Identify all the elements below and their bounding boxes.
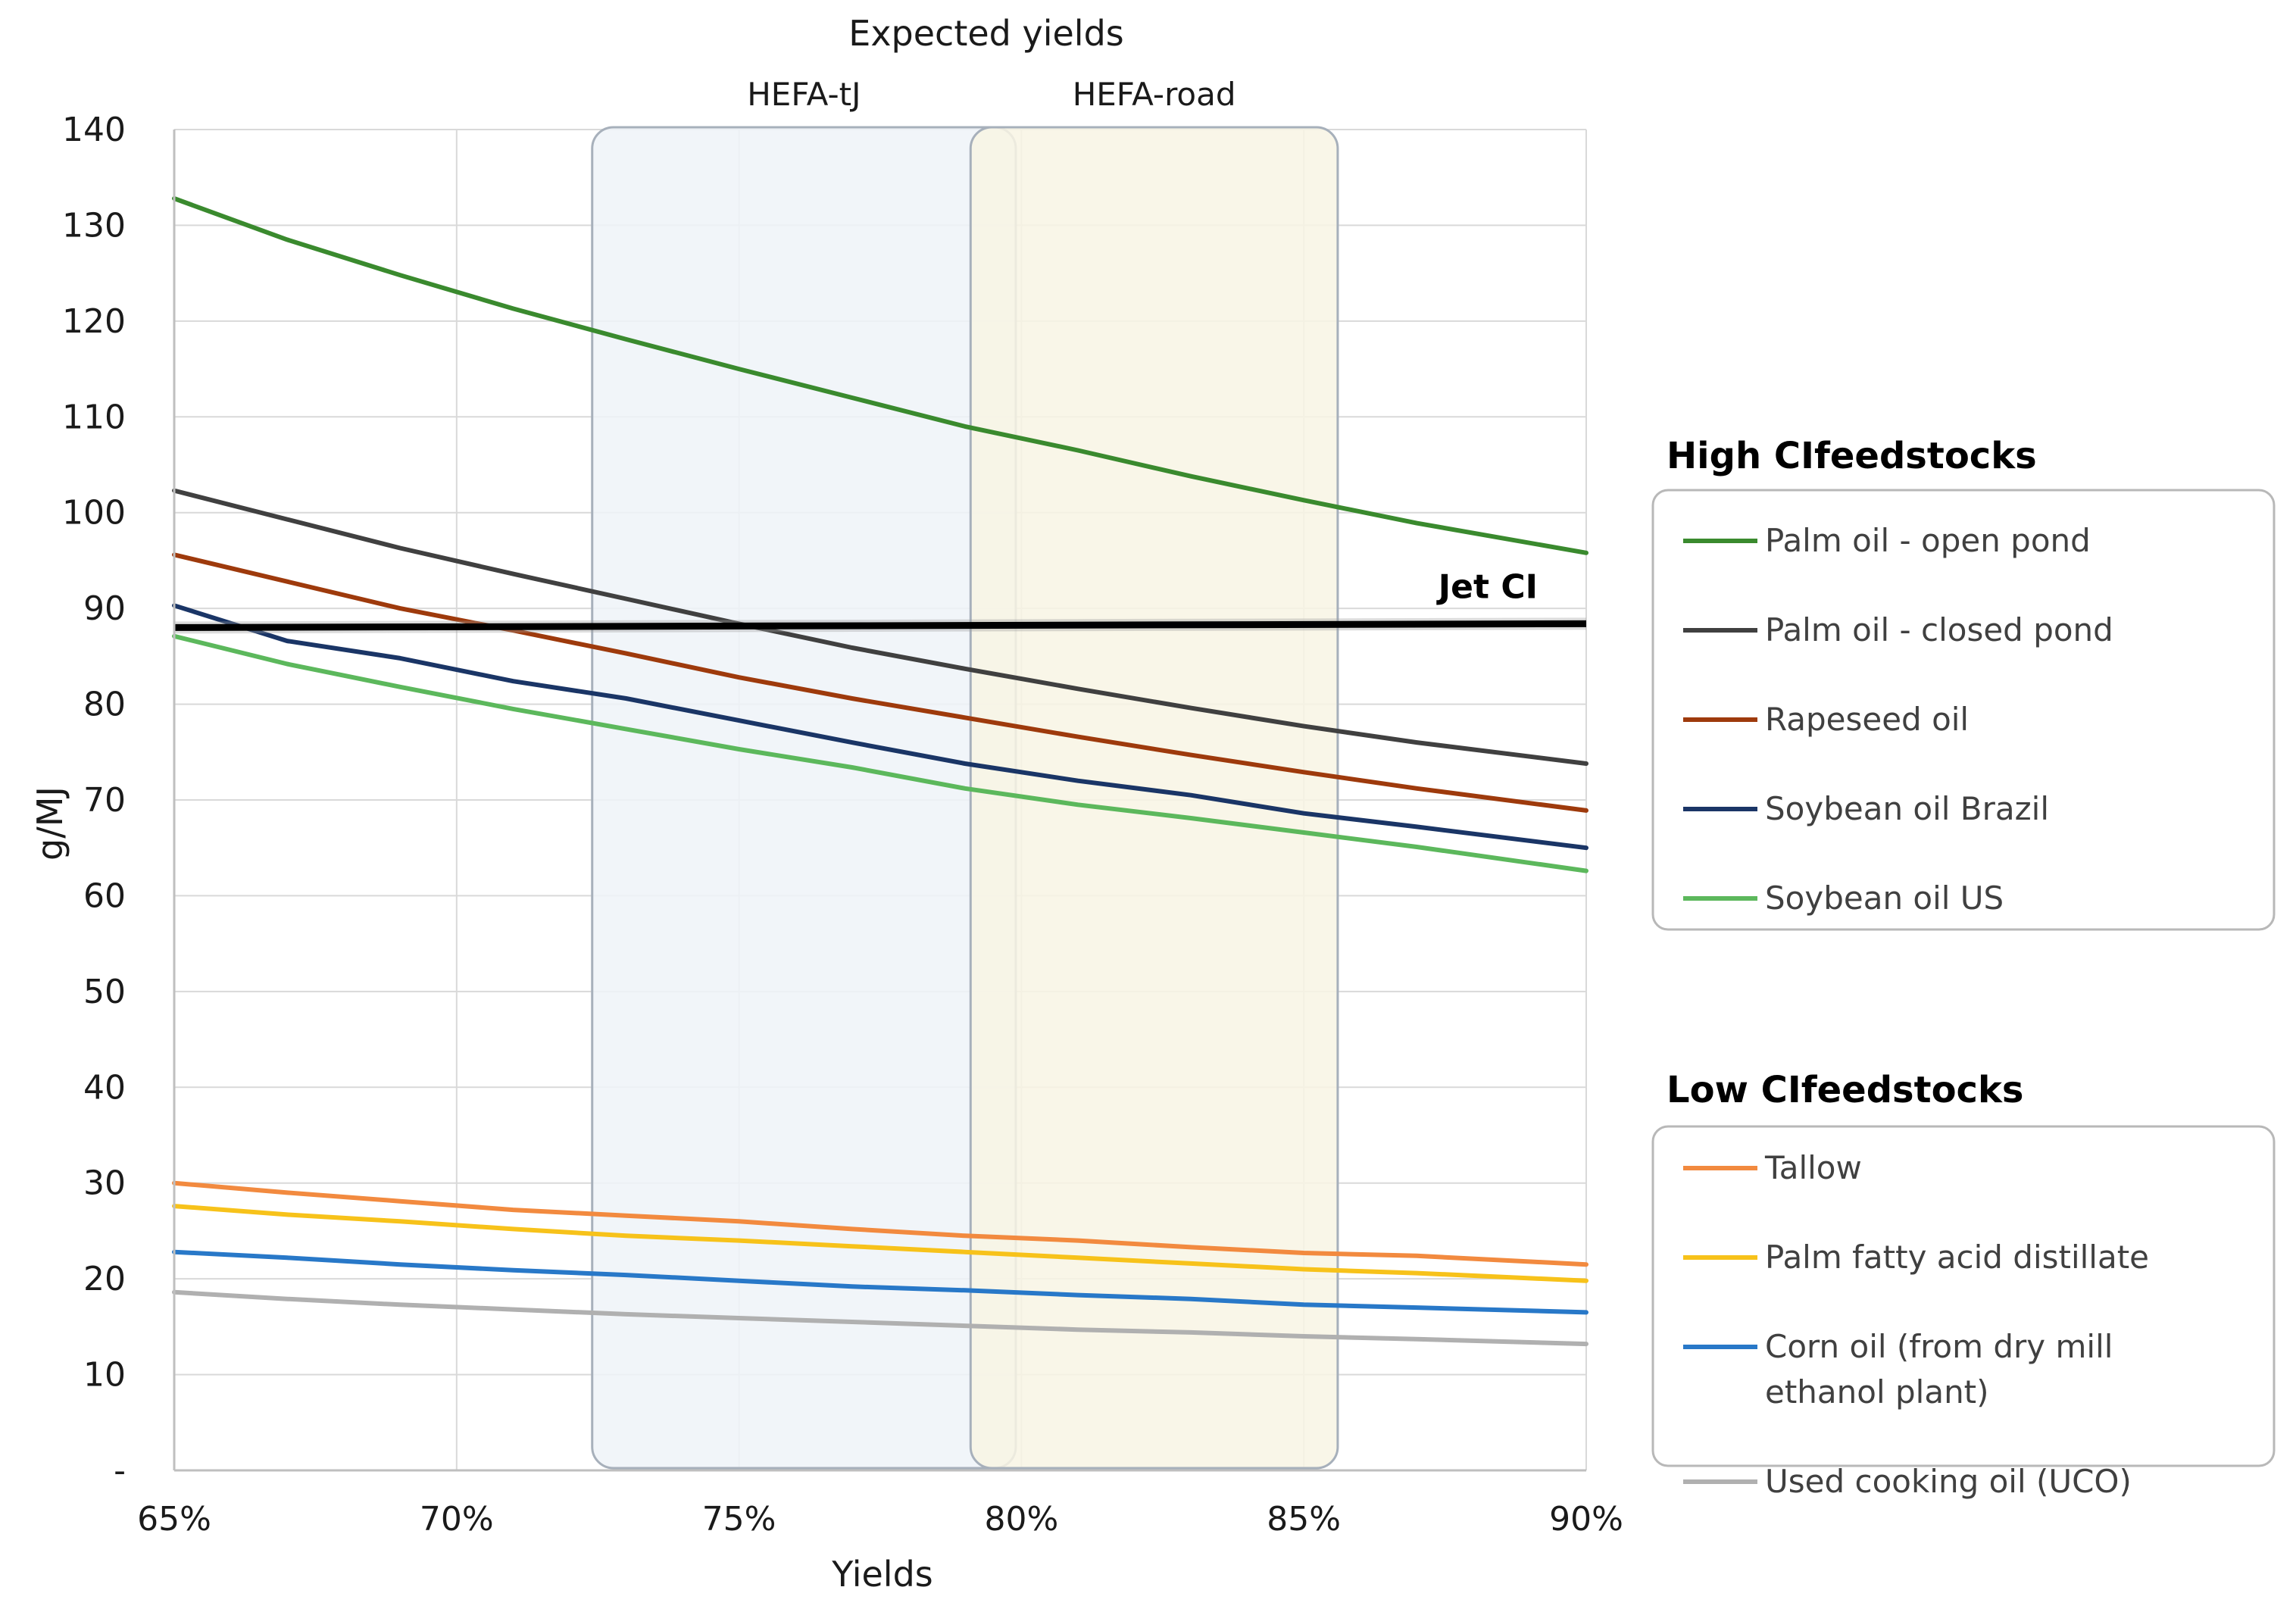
y-tick-label: 80 [83,686,126,724]
x-axis-title: Yields [831,1554,933,1595]
legend-label-palm-oil-closed-pond: Palm oil - closed pond [1765,611,2113,648]
y-tick-label: 10 [83,1356,126,1395]
legend-label-tallow: Tallow [1764,1149,1862,1186]
y-tick-label: 50 [83,973,126,1011]
series-line-palm-oil-open-pond [172,196,1588,555]
legend-label-used-cooking-oil-uco: Used cooking oil (UCO) [1765,1463,2132,1500]
y-tick-label: 70 [83,781,126,820]
y-tick-label: 40 [83,1068,126,1107]
series-line-tallow [172,1180,1588,1267]
series-line-used-cooking-oil-uco [172,1289,1588,1347]
x-tick-label: 70% [420,1500,494,1539]
legends: High CIfeedstocks Palm oil - open pond Pal… [1651,435,2276,1500]
reference-line-label: Jet CI [1436,567,1538,606]
region-label-hefa-tj: HEFA-tJ [747,76,861,113]
legend-box [1651,489,2276,931]
y-tick-label: 30 [83,1164,126,1203]
legend-label-palm-fatty-acid-distillate: Palm fatty acid distillate [1765,1239,2149,1276]
region-hefa-tj [591,126,1017,1470]
region-hefa-road [969,126,1339,1470]
axes: - 10 20 30 40 50 60 70 80 90 100 110 120 130 140 65% 70%… [62,111,1623,1539]
series-line-soybean-oil-brazil [172,603,1588,851]
legend-label-corn-oil-from-dry-mill-ethanol-plant: Corn oil (from dry mill ethanol plant) [1765,1328,2113,1411]
chart-title: Expected yields [848,13,1124,54]
y-tick-label: 130 [62,206,126,245]
x-tick-label: 75% [702,1500,776,1539]
legend-label-rapeseed-oil: Rapeseed oil [1765,701,1969,738]
y-tick-label: 20 [83,1260,126,1298]
legend-high: High CIfeedstocks Palm oil - open pond Pal… [1651,435,2276,931]
y-tick-label: 90 [83,589,126,628]
reference-line-jet-ci [173,620,1587,631]
y-tick-label: 100 [62,494,126,533]
region-label-hefa-road: HEFA-road [1073,76,1236,113]
legend-low: Low CIfeedstocks Tallow Palm fatty acid di… [1651,1069,2276,1500]
series-line-palm-fatty-acid-distillate [172,1204,1588,1283]
legend-box [1651,1125,2276,1467]
shaded-regions: HEFA-tJ HEFA-road [591,76,1339,1470]
reference-line: Jet CI [173,567,1587,634]
series-lines [172,196,1588,1347]
y-tick-label: 140 [62,111,126,149]
legend-label-soybean-oil-us: Soybean oil US [1765,879,2004,917]
legend-label-soybean-oil-brazil: Soybean oil Brazil [1765,790,2049,827]
series-line-palm-oil-closed-pond [172,488,1588,766]
y-tick-label: 120 [62,302,126,341]
x-tick-label: 65% [137,1500,211,1539]
y-axis-title: g/MJ [30,786,70,861]
y-tick-label: 60 [83,876,126,915]
y-tick-label: - [114,1451,126,1490]
legend-label-palm-oil-open-pond: Palm oil - open pond [1765,522,2091,559]
y-tick-label: 110 [62,398,126,436]
legend-title: High CIfeedstocks [1667,435,2037,477]
series-line-soybean-oil-us [172,633,1588,873]
series-line-rapeseed-oil [172,552,1588,813]
x-tick-label: 90% [1549,1500,1623,1539]
x-tick-label: 85% [1267,1500,1341,1539]
x-tick-label: 80% [985,1500,1059,1539]
series-line-corn-oil-from-dry-mill-ethanol-plant [172,1249,1588,1315]
legend-title: Low CIfeedstocks [1667,1069,2024,1111]
